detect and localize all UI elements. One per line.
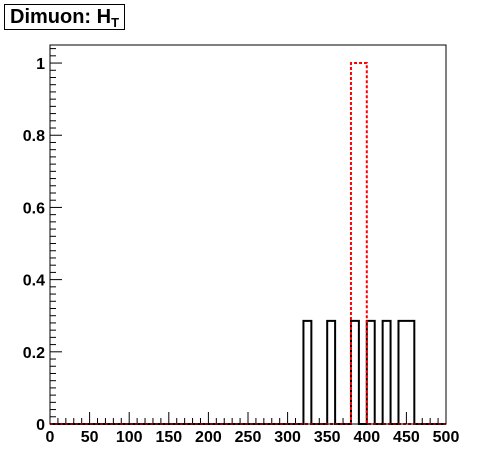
- series-1-bin: [359, 63, 367, 424]
- series-0-bin: [383, 321, 391, 424]
- x-tick-label: 500: [433, 429, 460, 446]
- series-0-bin: [327, 321, 335, 424]
- series-1-bin: [351, 63, 359, 424]
- x-tick-label: 450: [393, 429, 420, 446]
- chart-title-subscript: T: [111, 15, 120, 30]
- y-tick-label: 0.2: [23, 345, 45, 362]
- x-tick-label: 300: [274, 429, 301, 446]
- series-0-bin: [303, 321, 311, 424]
- x-tick-label: 400: [353, 429, 380, 446]
- x-tick-label: 350: [314, 429, 341, 446]
- x-tick-label: 200: [195, 429, 222, 446]
- series-0-histogram: [50, 319, 446, 425]
- series-0-bin: [406, 321, 414, 424]
- series-layer: [50, 62, 446, 425]
- x-tick-label: 100: [116, 429, 143, 446]
- series-0-bin: [351, 321, 359, 424]
- x-tick-label: 250: [235, 429, 262, 446]
- chart-title-main: Dimuon: H: [10, 6, 112, 28]
- series-1-histogram: [50, 62, 446, 425]
- plot-frame: [49, 44, 447, 425]
- x-tick-label: 150: [155, 429, 182, 446]
- y-tick-label: 1: [36, 56, 45, 73]
- y-tick-label: 0: [36, 417, 45, 434]
- y-tick-label: 0.4: [23, 273, 45, 290]
- x-tick-label: 0: [46, 429, 55, 446]
- series-0-bin: [367, 321, 375, 424]
- axes: 0 50 100 150 200 250 300 350 400 450 500 0 0.2 0.4 0.6…: [23, 48, 460, 446]
- y-tick-label: 0.8: [23, 128, 45, 145]
- chart-title: Dimuon: HT: [4, 4, 126, 30]
- y-tick-label: 0.6: [23, 200, 45, 217]
- series-0-bin: [398, 321, 406, 424]
- x-tick-label: 50: [81, 429, 99, 446]
